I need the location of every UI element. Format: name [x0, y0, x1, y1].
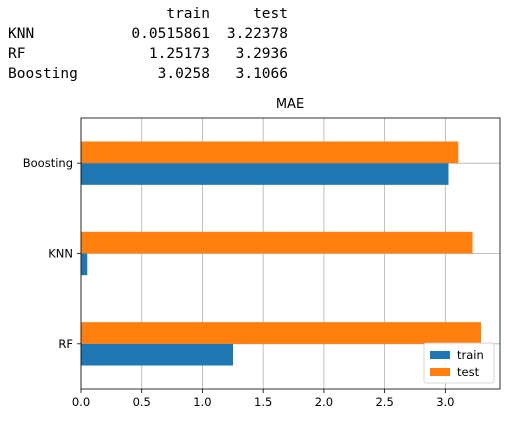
- table-header-cell: train: [166, 6, 210, 22]
- y-tick-label: RF: [58, 337, 73, 351]
- x-tick-label: 0.0: [72, 395, 90, 409]
- bar-test-rf: [81, 322, 482, 344]
- chart-title: MAE: [276, 97, 304, 112]
- legend-label-train: train: [457, 348, 484, 362]
- x-tick-label: 0.5: [133, 395, 151, 409]
- bar-train-knn: [81, 253, 88, 276]
- y-tick-label: Boosting: [23, 156, 73, 170]
- x-tick-label: 3.0: [436, 395, 454, 409]
- table-cell: 0.0515861: [131, 26, 210, 42]
- table-cell: 3.2936: [235, 46, 288, 62]
- table-row-label: RF: [8, 46, 26, 62]
- dataframe-output: train test KNN 0.0515861 3.22378 RF 1.25…: [8, 4, 288, 84]
- table-row: KNN 0.0515861 3.22378: [8, 24, 288, 44]
- table-cell: 3.0258: [157, 66, 210, 82]
- bar-test-boosting: [81, 141, 459, 164]
- x-tick-label: 1.5: [254, 395, 272, 409]
- table-row-label: KNN: [8, 26, 35, 42]
- bar-train-boosting: [81, 163, 449, 185]
- table-cell: 1.25173: [148, 46, 210, 62]
- bar-test-knn: [81, 231, 473, 254]
- table-header-row: train test: [8, 4, 288, 24]
- y-tick-label: KNN: [48, 247, 73, 261]
- table-cell: 3.22378: [226, 26, 288, 42]
- table-cell: 3.1066: [235, 66, 288, 82]
- table-row: Boosting 3.0258 3.1066: [8, 64, 288, 84]
- legend-label-test: test: [457, 365, 480, 379]
- x-tick-label: 2.5: [375, 395, 393, 409]
- table-header-cell: [8, 4, 100, 24]
- x-tick-label: 2.0: [315, 395, 333, 409]
- bar-train-rf: [81, 343, 234, 366]
- table-row-label: Boosting: [8, 66, 78, 82]
- x-tick-label: 1.0: [193, 395, 211, 409]
- legend-swatch-test: [430, 368, 450, 376]
- mae-bar-chart: MAE 0.0 0.5 1.0 1.5 2.0 2.5 3.0 RF KNN Boosting tr…: [23, 97, 501, 409]
- table-header-cell: test: [253, 6, 288, 22]
- table-row: RF 1.25173 3.2936: [8, 44, 288, 64]
- legend-swatch-train: [430, 351, 450, 359]
